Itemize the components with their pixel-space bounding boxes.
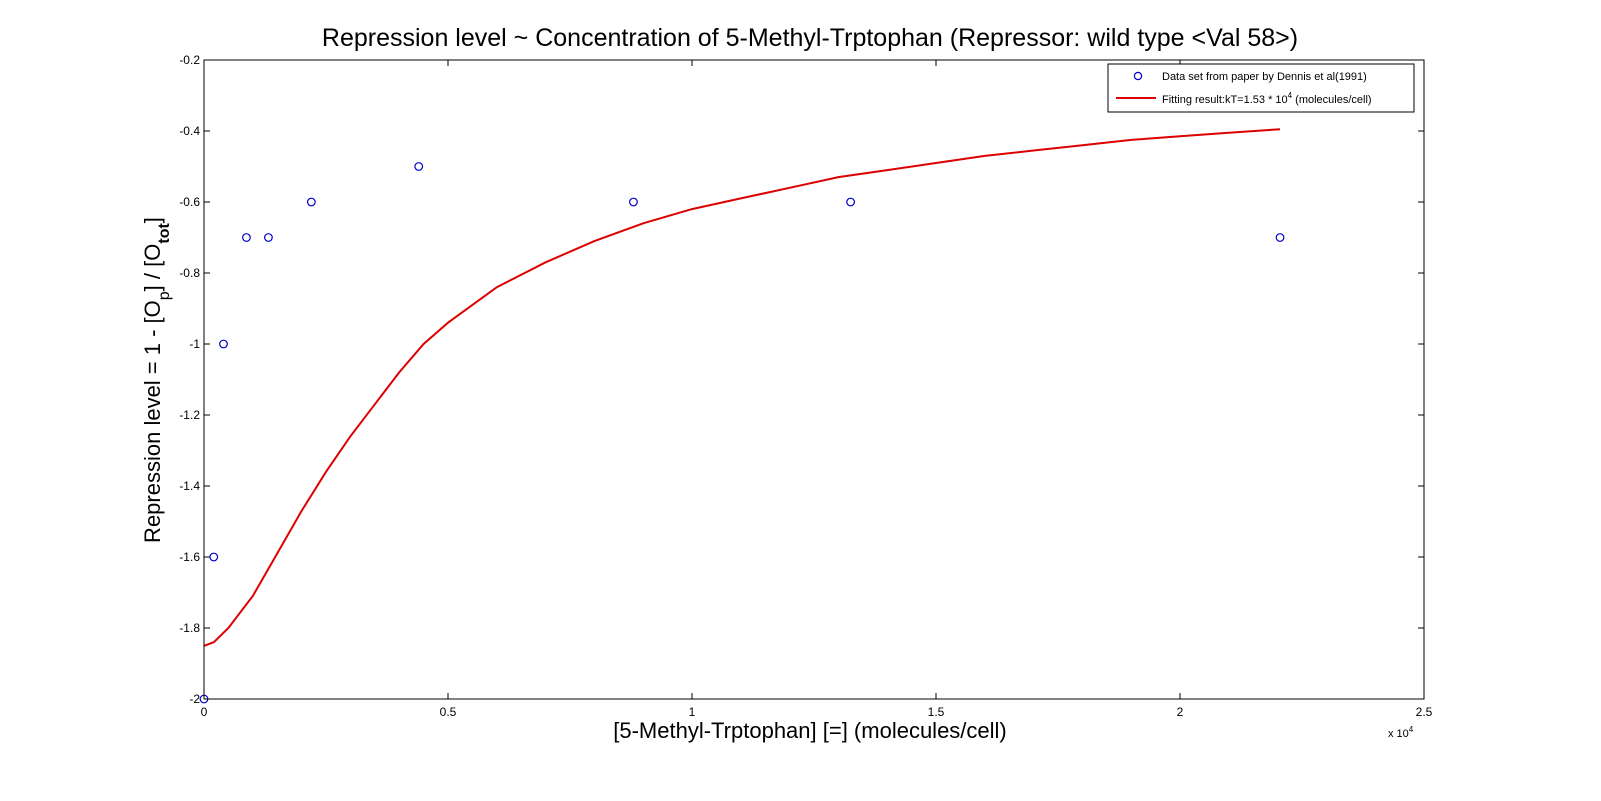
x-tick-label: 1 — [689, 705, 696, 719]
y-tick-label: -1.6 — [179, 550, 200, 564]
x-tick-label: 1.5 — [928, 705, 945, 719]
data-point — [1275, 233, 1285, 242]
y-label-suffix: ] — [140, 217, 165, 223]
data-point — [306, 197, 316, 207]
legend-fit-exp: 4 — [1288, 91, 1293, 100]
series-layer — [199, 128, 1285, 704]
svg-text:x 104: x 104 — [1388, 725, 1414, 740]
y-tick-label: -1 — [189, 337, 200, 351]
legend-box — [1107, 63, 1415, 113]
y-axis: -2 -1.8 -1.6 -1.4 -1.2 -1 -0.8 -0.6 -0.4 -0.2 — [179, 53, 1424, 706]
x-axis-label: [5-Methyl-Trptophan] [=] (molecules/cell… — [613, 718, 1007, 743]
y-tick-label: -0.6 — [179, 195, 200, 209]
x-axis-multiplier-base: x 10 — [1388, 728, 1409, 740]
legend-label-data: Data set from paper by Dennis et al(1991… — [1162, 71, 1367, 83]
data-point — [629, 197, 638, 207]
legend: Data set from paper by Dennis et al(1991… — [1107, 63, 1415, 113]
x-tick-label: 2.5 — [1416, 705, 1433, 719]
plot-frame — [203, 59, 1425, 700]
legend-marker-circle — [1133, 71, 1143, 81]
y-tick-label: -1.2 — [179, 408, 200, 422]
y-tick-label: -1.8 — [179, 621, 200, 635]
data-point — [209, 552, 219, 562]
x-axis: 0 0.5 1 1.5 2 2.5 — [201, 60, 1433, 719]
data-point — [219, 339, 228, 349]
data-point — [264, 233, 273, 242]
x-axis-multiplier: x 104 — [1388, 725, 1414, 740]
x-tick-label: 2 — [1177, 705, 1184, 719]
y-label-prefix: Repression level = 1 - [O — [140, 300, 165, 543]
data-point — [242, 233, 251, 242]
x-tick-label: 0.5 — [440, 705, 457, 719]
y-label-sub2: tot — [156, 223, 173, 244]
x-tick-label: 0 — [201, 705, 208, 719]
legend-label-fit: Fitting result:kT=1.53 * 104 (molecules/… — [1162, 91, 1372, 106]
y-tick-label: -1.4 — [179, 479, 200, 493]
fit-curve-line — [203, 128, 1281, 647]
y-tick-label: -2 — [189, 692, 200, 706]
data-point — [414, 162, 424, 171]
data-point — [846, 197, 855, 207]
y-label-sub1: p — [156, 291, 173, 300]
y-tick-label: -0.8 — [179, 266, 200, 280]
y-tick-label: -0.4 — [179, 124, 200, 138]
plot-area — [204, 60, 1424, 699]
y-axis-label: Repression level = 1 - [Op] / [Otot] — [140, 217, 173, 543]
x-axis-multiplier-exp: 4 — [1409, 725, 1414, 734]
y-tick-label: -0.2 — [179, 53, 200, 67]
legend-fit-suffix: (molecules/cell) — [1292, 94, 1371, 106]
y-label-middle: ] / [O — [140, 244, 165, 292]
chart-title: Repression level ~ Concentration of 5-Me… — [322, 24, 1298, 52]
legend-fit-prefix: Fitting result:kT=1.53 * 10 — [1162, 94, 1288, 106]
